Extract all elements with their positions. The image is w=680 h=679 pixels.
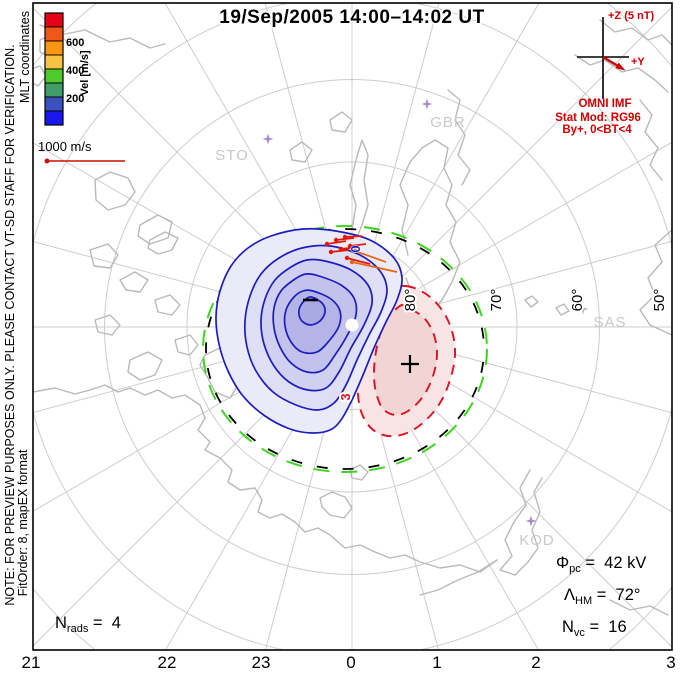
station-label-gbr: GBR: [430, 114, 466, 131]
velocity-colorbar: [44, 12, 64, 126]
annotation-HM: ΛHM = 72°: [564, 586, 640, 607]
mlt-label-3: 3: [666, 653, 675, 672]
imf-dial: [577, 17, 629, 99]
vector-scale-arrow: [44, 158, 125, 164]
plot-frame: [32, 2, 673, 651]
lat-label-70: 70°: [488, 289, 505, 312]
station-label-sto: STO: [215, 147, 249, 164]
imf-source-label: OMNI IMF: [578, 98, 631, 110]
pole-dot: [345, 318, 359, 332]
lat-label-50: 50°: [651, 289, 668, 312]
red-contour-label: 3: [338, 393, 353, 400]
station-label-sas: SAS: [593, 314, 626, 331]
mlt-label-2: 2: [531, 653, 540, 672]
lat-label-80: 80°: [402, 289, 419, 312]
vector-scale-label: 1000 m/s: [38, 139, 92, 154]
imf-z-label: +Z (5 nT): [608, 10, 654, 22]
annotation-rads: Nrads = 4: [55, 614, 121, 635]
mlt-label-21: 21: [22, 653, 41, 672]
station-marker-sas: [577, 303, 589, 315]
annotation-vc: Nvc = 16: [562, 618, 627, 639]
colorbar-tick-400: 400: [66, 65, 84, 77]
mlt-coordinates-note: MLT coordinates: [18, 11, 32, 103]
mlt-label-1: 1: [432, 653, 441, 672]
imf-model-label: Stat Mod: RG96: [555, 112, 641, 124]
colorbar-tick-600: 600: [66, 37, 84, 49]
hm-boundary: [202, 225, 488, 473]
station-marker-sto: [262, 133, 274, 145]
annotation-pc: Φpc = 42 kV: [556, 554, 646, 575]
imf-bins-label: By+, 0<BT<4: [562, 124, 632, 136]
velocity-vectors: [324, 234, 398, 273]
lat-label-60: 60°: [569, 289, 586, 312]
radar-station-markers: [262, 98, 589, 527]
mlt-label-23: 23: [252, 653, 271, 672]
colorbar-title: Vel [m/s]: [79, 50, 91, 96]
mlt-label-0: 0: [346, 653, 355, 672]
station-marker-kod: [525, 515, 537, 527]
preview-note: NOTE: FOR PREVIEW PURPOSES ONLY. PLEASE …: [3, 44, 17, 605]
colorbar-tick-200: 200: [66, 93, 84, 105]
fitorder-note: FitOrder: 8, mapEX format: [16, 449, 30, 596]
blue-zero-contour-label: 0: [348, 245, 363, 252]
plot-title: 19/Sep/2005 14:00–14:02 UT: [219, 7, 484, 28]
imf-y-label: +Y: [631, 56, 645, 68]
mlt-label-22: 22: [158, 653, 177, 672]
potential-annotations: Nrads = 4 Φpc = 42 kV ΛHM = 72° Nvc = 16: [55, 554, 646, 639]
convection-cells: [215, 227, 457, 438]
station-marker-gbr: [421, 98, 433, 110]
station-label-kod: KOD: [519, 532, 555, 549]
